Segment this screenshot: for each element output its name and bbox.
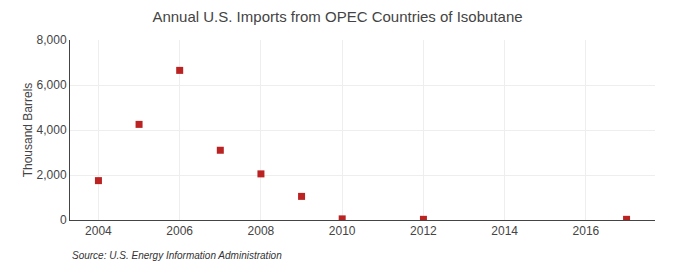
svg-text:2010: 2010 [329, 224, 356, 238]
svg-text:2012: 2012 [410, 224, 437, 238]
svg-text:Annual U.S. Imports from OPEC: Annual U.S. Imports from OPEC Countries … [152, 8, 522, 25]
svg-text:6,000: 6,000 [37, 78, 67, 92]
svg-text:2,000: 2,000 [37, 168, 67, 182]
svg-text:8,000: 8,000 [37, 33, 67, 47]
svg-text:2014: 2014 [491, 224, 518, 238]
svg-text:2016: 2016 [573, 224, 600, 238]
svg-text:Thousand Barrels: Thousand Barrels [21, 83, 35, 178]
svg-text:4,000: 4,000 [37, 123, 67, 137]
svg-text:2006: 2006 [166, 224, 193, 238]
svg-text:Source: U.S. Energy Informatio: Source: U.S. Energy Information Administ… [72, 250, 282, 261]
svg-text:0: 0 [60, 213, 67, 227]
svg-text:2004: 2004 [85, 224, 112, 238]
svg-text:2008: 2008 [248, 224, 275, 238]
